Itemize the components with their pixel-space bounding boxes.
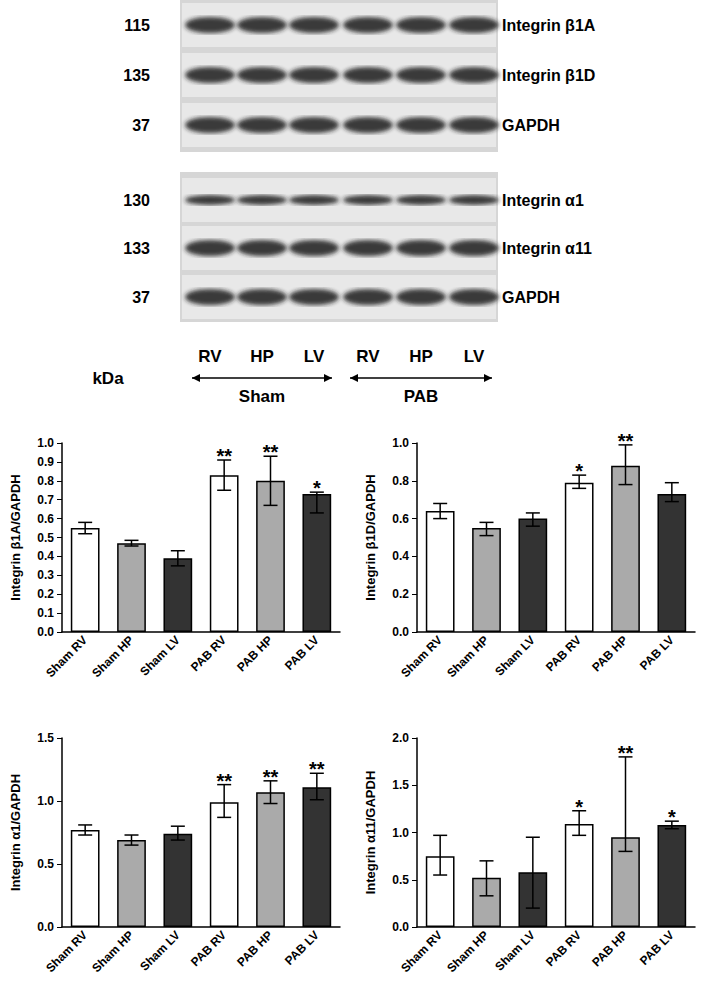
svg-text:**: ** [263,441,279,463]
svg-text:1.0: 1.0 [392,436,409,450]
svg-text:Integrin α1: Integrin α1 [502,192,584,209]
svg-text:Integrin β1A: Integrin β1A [502,17,596,34]
svg-text:Integrin α11: Integrin α11 [502,240,592,257]
svg-text:0.8: 0.8 [392,474,409,488]
svg-text:kDa: kDa [92,369,124,388]
svg-text:0.0: 0.0 [37,920,54,934]
svg-text:PAB LV: PAB LV [637,928,677,968]
svg-text:Sham: Sham [239,387,285,406]
svg-text:GAPDH: GAPDH [502,289,560,306]
svg-text:HP: HP [250,347,274,366]
svg-text:0.0: 0.0 [392,625,409,639]
svg-text:1.0: 1.0 [37,436,54,450]
svg-text:PAB RV: PAB RV [188,928,229,969]
svg-text:1.5: 1.5 [37,731,54,745]
svg-text:Integrin α1/GAPDH: Integrin α1/GAPDH [8,774,23,891]
svg-text:0.5: 0.5 [37,857,54,871]
svg-text:PAB LV: PAB LV [282,928,322,968]
svg-text:PAB HP: PAB HP [234,633,275,674]
svg-text:0.6: 0.6 [37,512,54,526]
svg-text:Sham LV: Sham LV [492,633,538,679]
svg-text:0.5: 0.5 [392,873,409,887]
svg-text:Sham RV: Sham RV [43,928,90,975]
svg-text:*: * [575,460,583,482]
svg-text:Integrin β1A/GAPDH: Integrin β1A/GAPDH [8,474,23,600]
svg-text:**: ** [216,445,232,467]
svg-text:LV: LV [304,347,325,366]
svg-text:0.6: 0.6 [392,512,409,526]
svg-text:0.0: 0.0 [37,625,54,639]
svg-text:PAB LV: PAB LV [282,633,322,673]
svg-text:115: 115 [124,17,150,34]
svg-text:**: ** [309,758,325,780]
svg-text:Sham LV: Sham LV [137,633,183,679]
svg-text:Sham LV: Sham LV [137,928,183,974]
svg-text:Sham HP: Sham HP [89,633,136,680]
svg-text:LV: LV [464,347,485,366]
svg-text:Integrin α11/GAPDH: Integrin α11/GAPDH [363,771,378,895]
svg-text:Sham RV: Sham RV [398,928,445,975]
svg-text:PAB RV: PAB RV [543,633,584,674]
svg-text:0.5: 0.5 [37,531,54,545]
svg-text:0.2: 0.2 [392,587,409,601]
svg-text:*: * [668,806,676,828]
svg-text:0.4: 0.4 [392,549,409,563]
svg-text:37: 37 [132,117,150,134]
svg-text:130: 130 [123,192,150,209]
svg-text:0.7: 0.7 [37,493,54,507]
svg-text:0.1: 0.1 [37,606,54,620]
svg-text:Sham RV: Sham RV [398,633,445,680]
svg-text:1.0: 1.0 [392,826,409,840]
svg-text:1.0: 1.0 [37,794,54,808]
svg-text:HP: HP [409,347,433,366]
svg-text:RV: RV [198,347,222,366]
svg-text:0.9: 0.9 [37,455,54,469]
svg-text:Sham LV: Sham LV [492,928,538,974]
svg-text:Sham HP: Sham HP [89,928,136,975]
svg-text:2.0: 2.0 [392,731,409,745]
svg-text:Sham HP: Sham HP [444,633,491,680]
svg-text:**: ** [618,742,634,764]
svg-text:0.8: 0.8 [37,474,54,488]
svg-text:PAB: PAB [404,387,439,406]
svg-text:PAB HP: PAB HP [589,928,630,969]
svg-text:133: 133 [123,240,150,257]
svg-text:Integrin β1D: Integrin β1D [502,67,595,84]
svg-text:**: ** [216,770,232,792]
svg-text:Integrin β1D/GAPDH: Integrin β1D/GAPDH [363,474,378,600]
svg-text:0.3: 0.3 [37,568,54,582]
svg-text:Sham HP: Sham HP [444,928,491,975]
svg-text:0.0: 0.0 [392,920,409,934]
svg-text:PAB HP: PAB HP [589,633,630,674]
svg-text:**: ** [263,766,279,788]
svg-text:PAB RV: PAB RV [543,928,584,969]
svg-text:*: * [313,477,321,499]
svg-text:Sham RV: Sham RV [43,633,90,680]
svg-text:1.5: 1.5 [392,778,409,792]
svg-text:GAPDH: GAPDH [502,117,560,134]
svg-text:PAB HP: PAB HP [234,928,275,969]
svg-text:37: 37 [132,289,150,306]
svg-text:0.2: 0.2 [37,587,54,601]
svg-text:PAB RV: PAB RV [188,633,229,674]
svg-text:0.4: 0.4 [37,549,54,563]
svg-text:**: ** [618,430,634,452]
svg-text:RV: RV [356,347,380,366]
svg-text:*: * [575,796,583,818]
svg-text:135: 135 [123,67,150,84]
svg-text:PAB LV: PAB LV [637,633,677,673]
